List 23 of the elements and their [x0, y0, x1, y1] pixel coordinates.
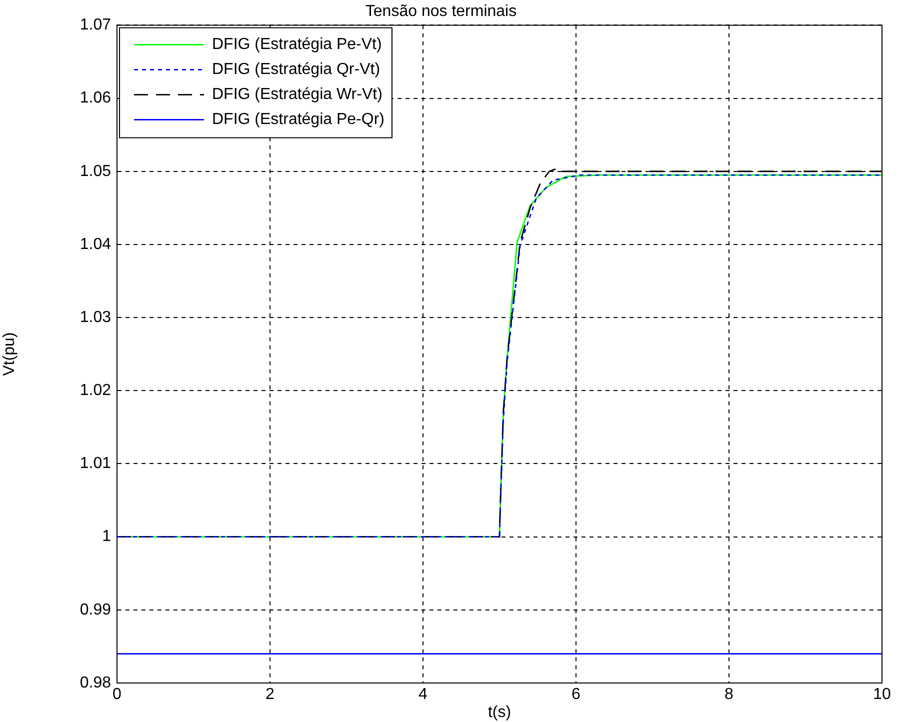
legend-label: DFIG (Estratégia Wr-Vt)	[212, 86, 382, 104]
y-tick-label: 1.07	[80, 16, 112, 34]
y-tick-label: 1.04	[80, 236, 112, 253]
legend-label: DFIG (Estratégia Qr-Vt)	[212, 61, 380, 78]
x-axis-title: t(s)	[488, 704, 512, 721]
x-tick-label: 4	[418, 686, 428, 704]
y-tick-label: 0.98	[80, 674, 112, 692]
x-tick-label: 8	[724, 686, 734, 704]
chart-title: Tensão nos terminais	[365, 3, 517, 20]
x-tick-label: 0	[112, 686, 122, 704]
y-tick-label: 1.05	[80, 162, 112, 180]
x-tick-label: 10	[873, 686, 891, 704]
y-tick-label: 1.01	[80, 455, 112, 472]
y-tick-label: 1	[102, 528, 112, 546]
y-tick-label: 1.02	[80, 382, 112, 400]
x-tick-label: 6	[572, 686, 581, 704]
y-tick-label: 1.06	[80, 90, 112, 107]
y-tick-label: 0.99	[80, 601, 112, 618]
y-tick-label: 1.03	[80, 308, 112, 326]
legend-label: DFIG (Estratégia Pe-Qr)	[212, 111, 384, 128]
legend-label: DFIG (Estratégia Pe-Vt)	[212, 36, 382, 54]
y-axis-title: Vt(pu)	[1, 332, 18, 376]
x-tick-label: 2	[266, 686, 275, 704]
